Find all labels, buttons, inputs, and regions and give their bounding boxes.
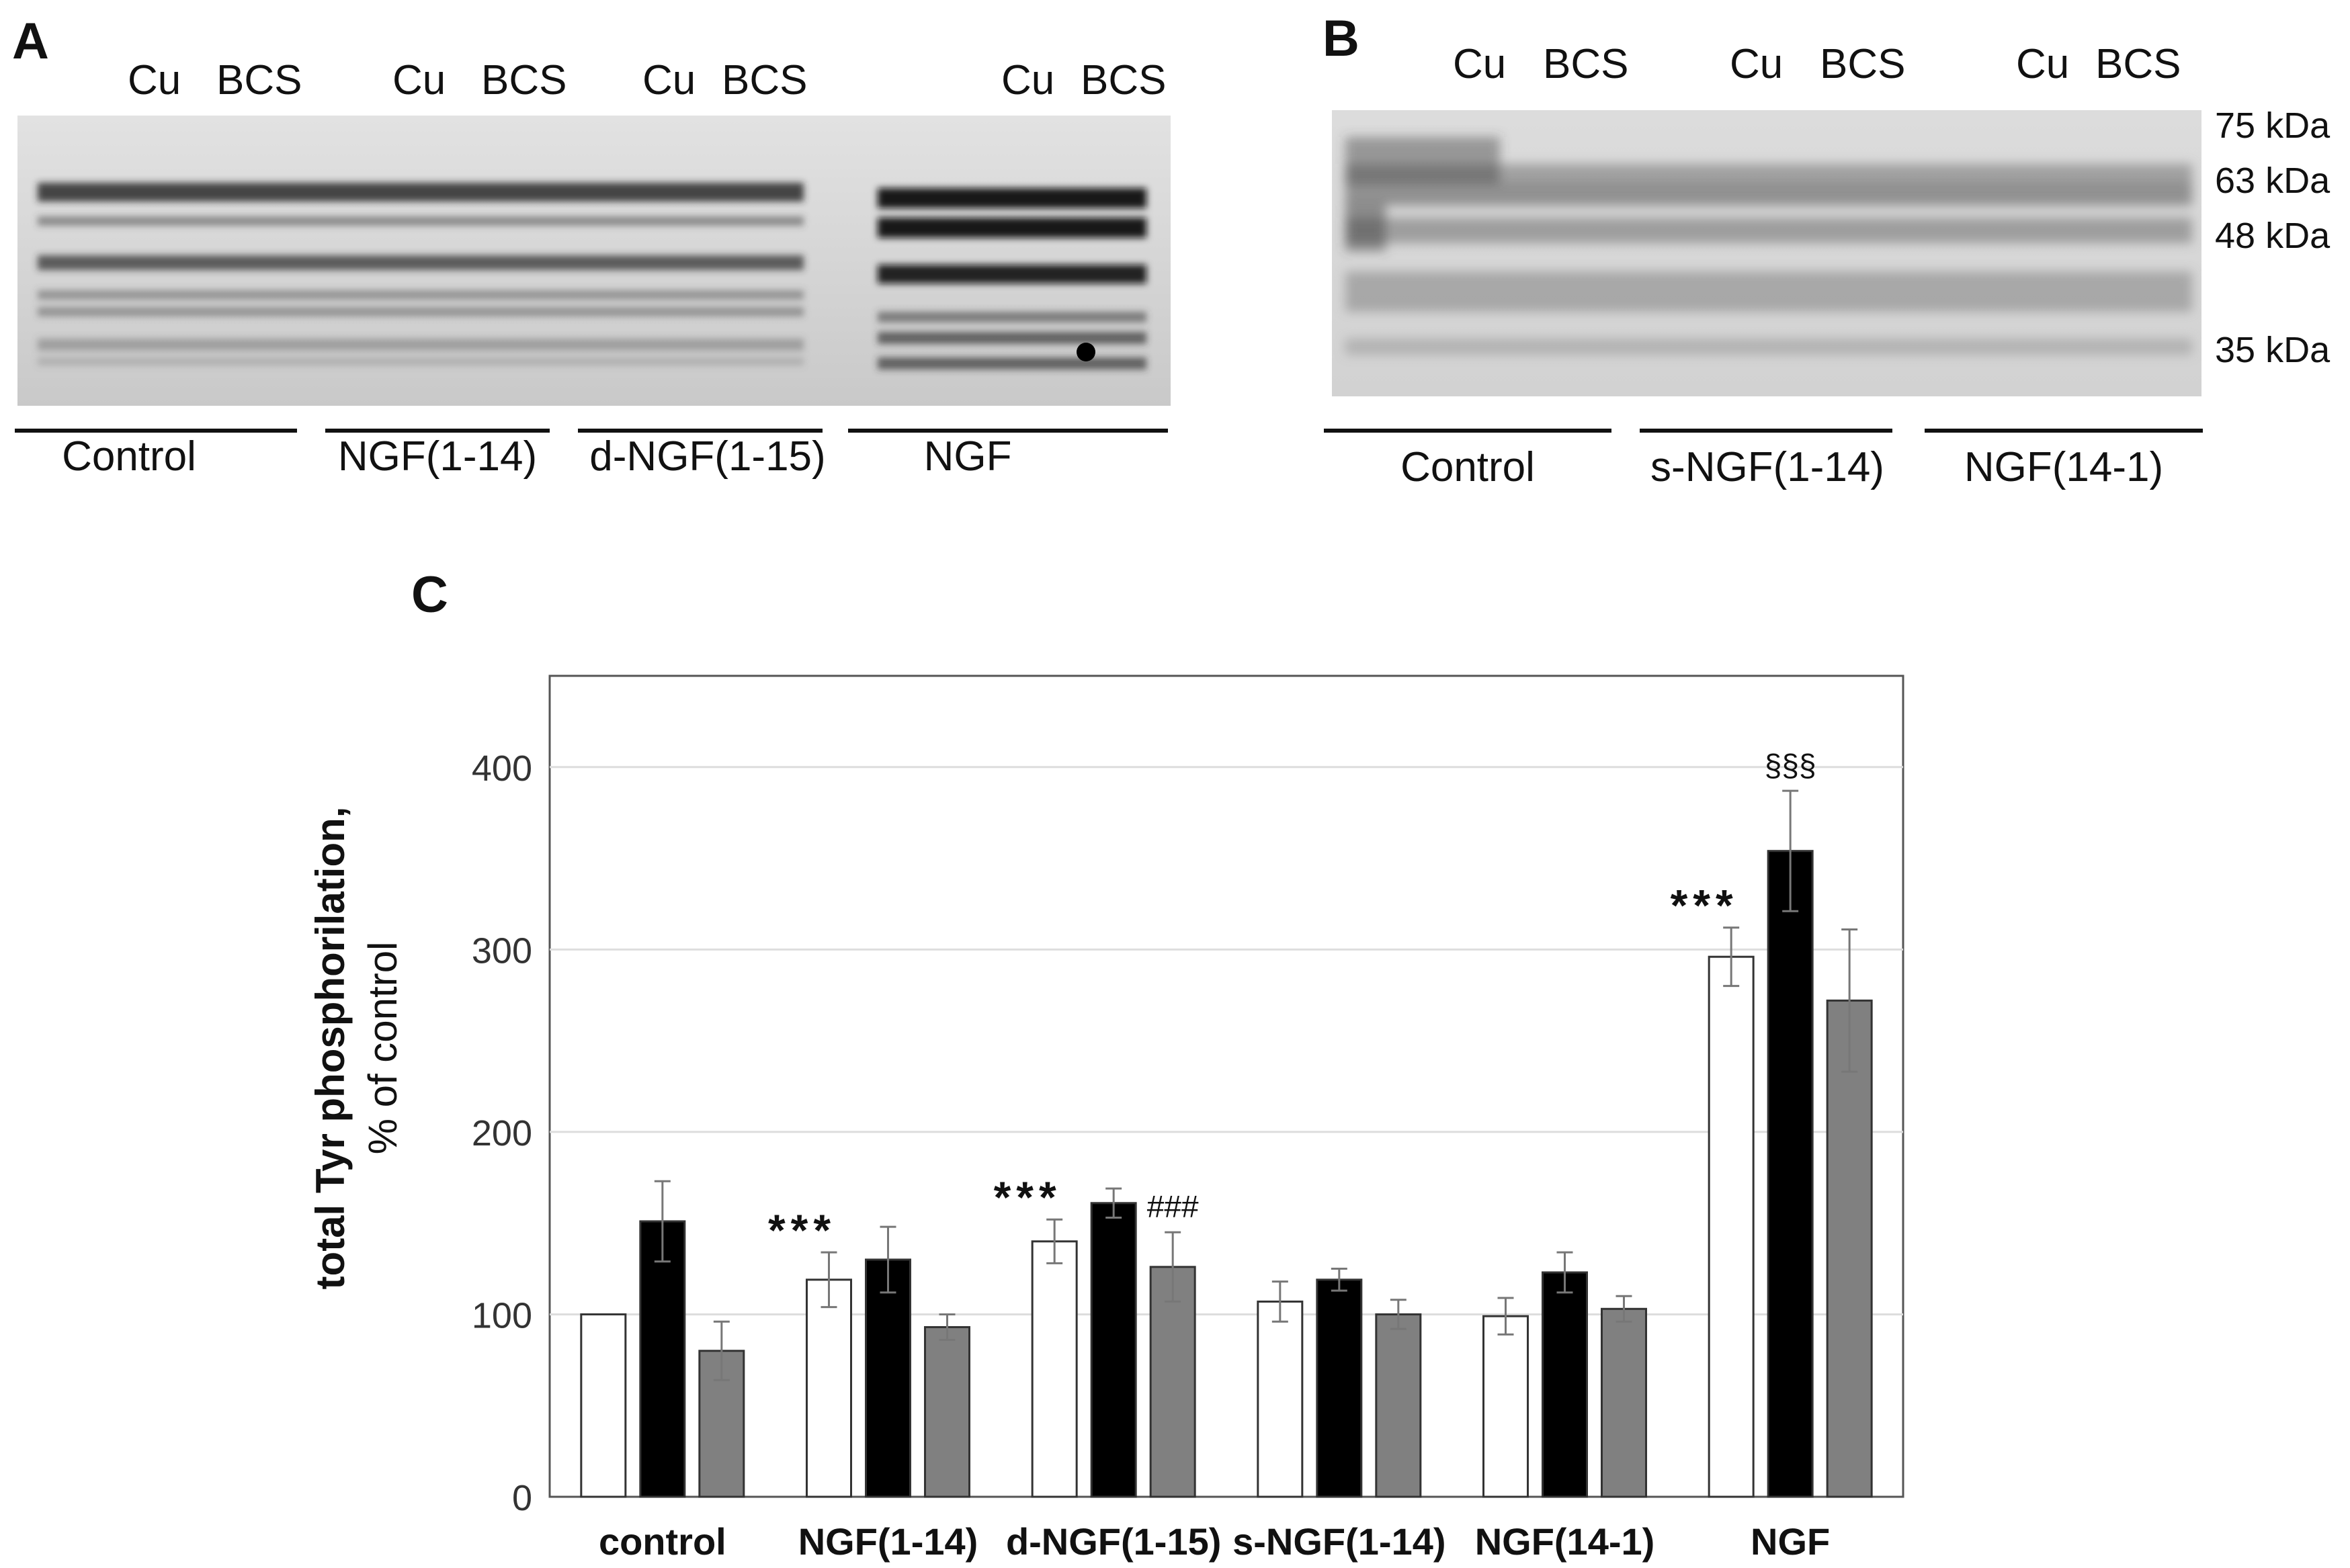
group-bracket — [848, 429, 1168, 433]
y-tick-label: 400 — [472, 748, 532, 789]
panel-b-lane-label: BCS — [1820, 41, 1906, 87]
panel-a-lane-label: BCS — [1081, 57, 1167, 103]
panel-b-group-label: Control — [1400, 444, 1535, 490]
significance-label: *** — [994, 1172, 1062, 1222]
panel-b-lane-label: BCS — [1543, 41, 1629, 87]
significance-label: *** — [1671, 881, 1738, 930]
western-blot-b — [1332, 110, 2201, 396]
x-tick-label: NGF(1-14) — [798, 1520, 978, 1563]
y-axis-title: % of control — [360, 942, 405, 1155]
marker-label: 63 kDa — [2215, 161, 2331, 201]
bar — [1482, 1315, 1529, 1498]
panel-b-lane-label: Cu — [1453, 41, 1507, 87]
significance-label: §§§ — [1765, 748, 1816, 783]
bar — [806, 1278, 852, 1498]
x-tick-label: NGF(14-1) — [1475, 1520, 1655, 1563]
bar — [1149, 1266, 1196, 1498]
x-tick-label: NGF — [1751, 1520, 1830, 1563]
bar — [639, 1220, 686, 1498]
panel-b-lane-label: Cu — [2016, 41, 2070, 87]
bar — [1316, 1278, 1363, 1498]
group-bracket — [1324, 429, 1611, 433]
x-tick-label: s-NGF(1-14) — [1232, 1520, 1445, 1563]
panel-b-group-label: s-NGF(1-14) — [1650, 444, 1884, 490]
significance-label: ### — [1147, 1189, 1199, 1224]
group-bracket — [1925, 429, 2203, 433]
bar — [698, 1350, 745, 1498]
panel-a-group-label: NGF — [923, 433, 1012, 480]
bar — [1031, 1240, 1078, 1498]
panel-b-lane-label: BCS — [2095, 41, 2181, 87]
y-axis-title: total Tyr phosphorilation, — [308, 807, 353, 1290]
panel-a-group-label: Control — [62, 433, 196, 480]
x-tick-label: control — [599, 1520, 726, 1563]
bar — [1601, 1307, 1647, 1498]
panel-a-group-label: d-NGF(1-15) — [589, 433, 826, 480]
panel-a-lane-label: BCS — [481, 57, 567, 103]
bar — [924, 1325, 970, 1498]
bar — [1090, 1202, 1137, 1498]
y-tick-label: 200 — [472, 1113, 532, 1153]
western-blot-a — [17, 116, 1171, 406]
panel-b-lane-label: Cu — [1730, 41, 1784, 87]
panel-a-lane-label: Cu — [392, 57, 446, 103]
panel-a-lane-label: BCS — [216, 57, 302, 103]
group-bracket — [15, 429, 297, 433]
bar — [1826, 999, 1873, 1498]
group-bracket — [325, 429, 550, 433]
bar — [1767, 850, 1814, 1498]
panel-a-group-label: NGF(1-14) — [337, 433, 538, 480]
bar — [1257, 1300, 1304, 1498]
panel-b-letter: B — [1323, 10, 1359, 67]
bar — [1542, 1271, 1588, 1498]
panel-a-lane-label: Cu — [128, 57, 181, 103]
y-tick-label: 300 — [472, 930, 532, 971]
panel-a-lane-label: BCS — [722, 57, 808, 103]
bar — [865, 1258, 911, 1498]
marker-label: 75 kDa — [2215, 105, 2331, 146]
y-tick-label: 100 — [472, 1295, 532, 1336]
plot-area — [548, 674, 1904, 1498]
panel-a-letter: A — [12, 13, 49, 70]
panel-a-lane-label: Cu — [642, 57, 696, 103]
panel-b-group-label: NGF(14-1) — [1964, 444, 2164, 490]
group-bracket — [578, 429, 823, 433]
x-tick-label: d-NGF(1-15) — [1006, 1520, 1221, 1563]
y-tick-label: 0 — [512, 1478, 532, 1518]
marker-label: 35 kDa — [2215, 330, 2331, 370]
panel-a-lane-label: Cu — [1001, 57, 1055, 103]
significance-label: *** — [768, 1205, 836, 1255]
bar — [580, 1313, 627, 1498]
group-bracket — [1640, 429, 1892, 433]
marker-label: 48 kDa — [2215, 216, 2331, 256]
bar — [1375, 1313, 1422, 1498]
bar — [1708, 955, 1755, 1498]
panel-c-letter: C — [411, 566, 448, 623]
